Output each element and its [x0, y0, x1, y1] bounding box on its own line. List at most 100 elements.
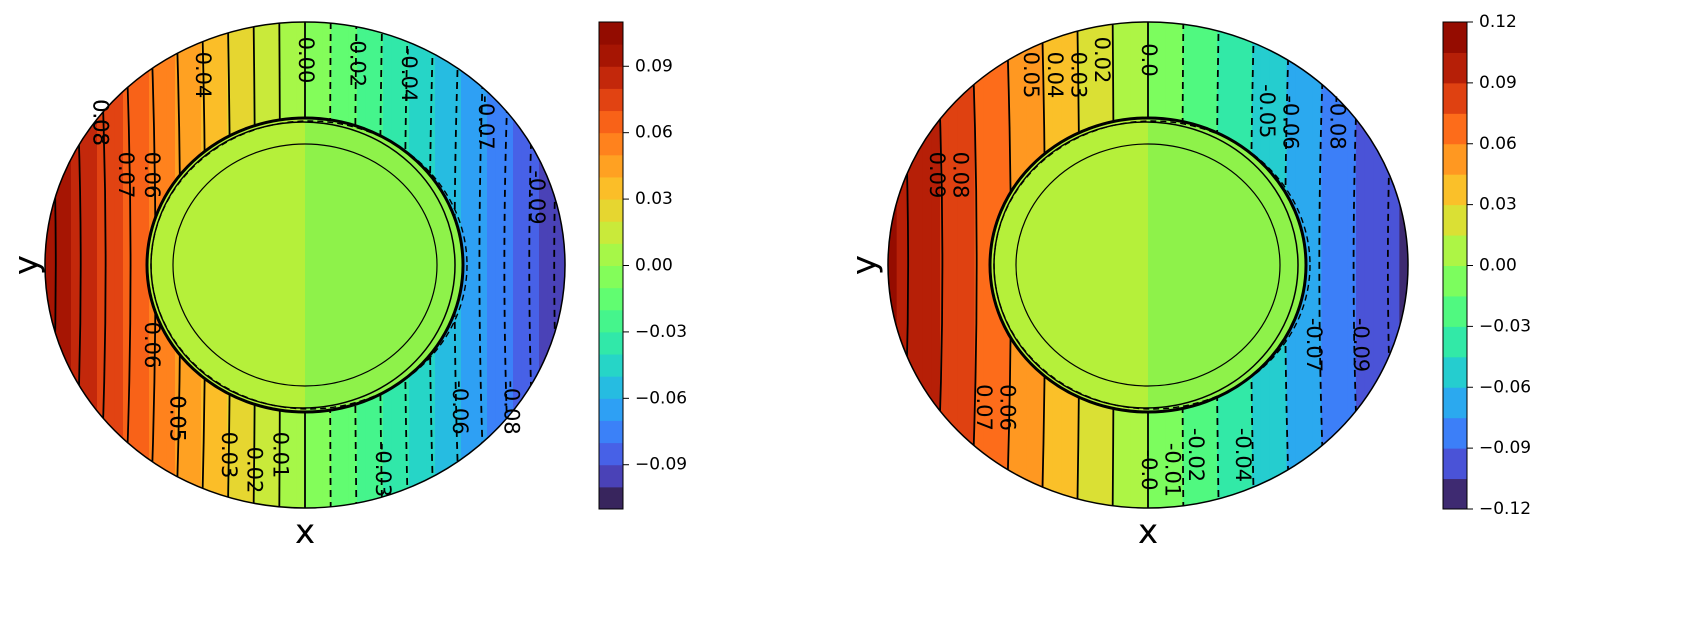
contour-label: -0.04	[1231, 428, 1255, 482]
colorbar-segment	[599, 221, 623, 244]
colorbar-segment	[1443, 387, 1467, 419]
contour-label: -0.02	[345, 33, 369, 87]
contour-labels: 0.04 0.02 -0.01 -0.04 0.05 0.08 -0.07 0.07 -0.08…	[925, 37, 1373, 498]
contour-label: 0.03	[1066, 52, 1090, 99]
contour-label: 0.0	[1137, 43, 1161, 76]
colorbar-segment	[599, 464, 623, 488]
colorbar-segment	[599, 398, 623, 421]
colorbar-segment	[599, 309, 623, 333]
colorbar-segment	[1443, 113, 1467, 145]
colorbar-segment	[599, 132, 623, 156]
y-axis-label: y	[7, 255, 47, 275]
contour-label: 0.08	[88, 99, 112, 146]
colorbar-tick-label: 0.06	[1479, 134, 1517, 154]
contour-label: 0.04	[191, 52, 215, 99]
contour-label: -0.06	[448, 380, 472, 434]
contour-label: -0.04	[397, 48, 421, 102]
colorbar-segment	[599, 176, 623, 200]
colorbar-segment	[1443, 174, 1467, 206]
colorbar-segment	[1443, 417, 1467, 449]
colorbar-segment	[599, 88, 623, 112]
colorbar-tick-label: −0.12	[1479, 499, 1531, 519]
colorbar-segment	[1443, 235, 1467, 266]
colorbar-segment	[599, 22, 623, 45]
colorbar-segment	[1443, 356, 1467, 388]
colorbar-segment	[599, 287, 623, 311]
x-axis-label: x	[1138, 512, 1158, 552]
colorbar-segment	[1443, 52, 1467, 84]
colorbar-tick-label: 0.09	[1479, 73, 1517, 93]
colorbar-segment	[599, 110, 623, 134]
contour-label: 0.06	[140, 322, 164, 369]
contour-labels: 0.080.060.02 0.01-0.04-0.020.05 -0.080.080…	[88, 33, 549, 497]
colorbar-segment	[1443, 204, 1467, 236]
contour-label: 0.02	[243, 447, 267, 494]
outer-boundary	[44, 21, 566, 509]
colorbar-segment	[1443, 295, 1467, 327]
contour-label: -0.0	[1137, 450, 1161, 491]
colorbar-tick-label: 0.03	[635, 189, 673, 209]
colorbar-tick-label: −0.06	[1479, 377, 1531, 397]
colorbar: 0.12 0.09 0.06 0.03 0.00 −0.03 −0.06 −0.09 −0.12	[1442, 12, 1531, 519]
contour-label: -0.02	[1184, 428, 1208, 482]
colorbar-segment	[599, 486, 623, 510]
contour-label: 0.05	[166, 395, 190, 442]
colorbar-tick-label: 0.03	[1479, 195, 1517, 215]
colorbar-tick-label: 0.12	[1479, 12, 1517, 32]
contour-label: 0.03	[217, 432, 241, 479]
colorbar-segment	[599, 331, 623, 355]
contour-label: 0.05	[166, 395, 190, 442]
contour-label: 0.02	[1090, 37, 1114, 84]
contour-label: -0.08	[1325, 95, 1349, 149]
colorbar-tick-label: −0.03	[635, 322, 687, 342]
colorbar-segment	[599, 265, 623, 289]
inner-body	[145, 116, 468, 414]
chart-panel-2: 0.04 0.02 -0.01 -0.04 0.05 0.08 -0.07 0.07 -0.08…	[845, 12, 1532, 552]
contour-label: -0.08	[500, 380, 524, 434]
contour-label: 0.09	[925, 152, 949, 199]
contour-label: -0.09	[525, 170, 549, 224]
contour-label: 0.04	[1043, 52, 1067, 99]
chart-panel-1: 0.080.060.02 0.01-0.04-0.020.05 -0.080.080…	[7, 21, 687, 552]
contour-label: 0.08	[88, 99, 112, 146]
contour-label: 0.06	[996, 384, 1020, 431]
contour-label: 0.06	[140, 152, 164, 199]
colorbar-segment	[599, 66, 623, 89]
contour-label: -0.09	[1349, 318, 1373, 372]
colorbar-segment	[1443, 265, 1467, 297]
contour-label: -0.07	[474, 95, 498, 149]
colorbar-tick-label: −0.09	[635, 455, 687, 475]
colorbar: 0.09 0.06 0.03 0.00 −0.03 −0.06 −0.09	[598, 21, 687, 510]
colorbar-tick-label: −0.09	[1479, 438, 1531, 458]
inner-body	[988, 116, 1311, 414]
colorbar-tick-label: −0.06	[635, 388, 687, 408]
contour-label: -0.03	[371, 443, 395, 497]
colorbar-segment	[599, 420, 623, 444]
colorbar-segment	[1443, 22, 1467, 53]
x-axis-label: x	[295, 512, 315, 552]
colorbar-segment	[599, 154, 623, 178]
colorbar-segment	[1443, 143, 1467, 175]
colorbar-segment	[1443, 82, 1467, 114]
colorbar-tick-label: 0.09	[635, 56, 673, 76]
outer-boundary	[887, 21, 1409, 509]
contour-label: -0.06	[1278, 95, 1302, 149]
colorbar-segment	[599, 199, 623, 222]
contour-label: -0.01	[1161, 443, 1185, 497]
colorbar-segment	[599, 243, 623, 266]
y-axis-label: y	[845, 255, 885, 275]
colorbar-segment	[1443, 326, 1467, 358]
colorbar-segment	[599, 376, 623, 399]
colorbar-tick-label: −0.03	[1479, 316, 1531, 336]
contour-label: 0.01	[268, 432, 292, 479]
colorbar-segment	[1443, 478, 1467, 510]
contour-label: 0.07	[972, 384, 996, 431]
colorbar-segment	[599, 442, 623, 466]
colorbar-segment	[599, 354, 623, 377]
colorbar-tick-label: 0.06	[635, 123, 673, 143]
contour-label: -0.05	[1255, 84, 1279, 138]
colorbar-segment	[1443, 448, 1467, 480]
contour-label: 0.00	[294, 37, 318, 84]
